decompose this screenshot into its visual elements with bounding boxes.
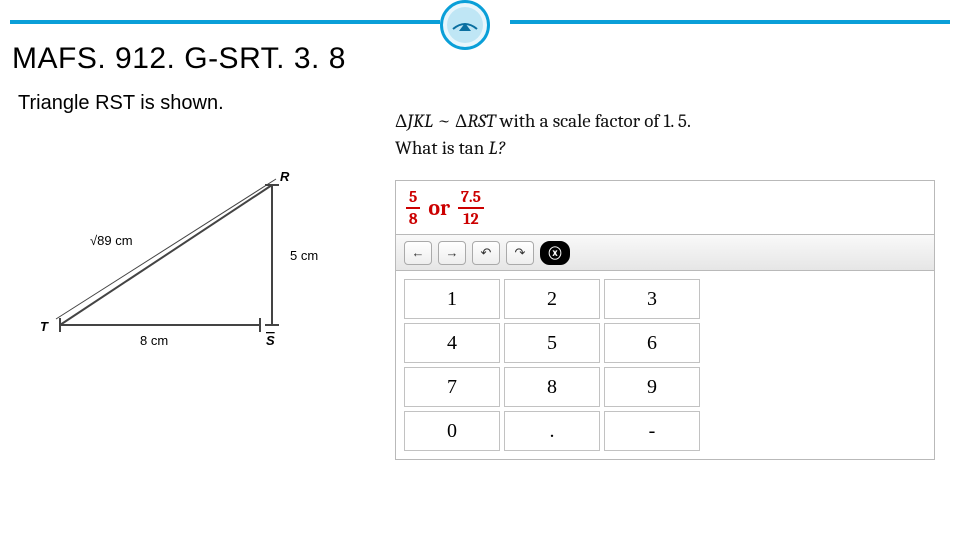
arrow-left-icon[interactable]: ← xyxy=(404,241,432,265)
vertex-R: R xyxy=(280,169,290,184)
fraction-2: 7.5 12 xyxy=(458,189,484,227)
base-label: 8 cm xyxy=(140,333,168,348)
key-dot[interactable]: . xyxy=(504,411,600,451)
equation-editor: 5 8 or 7.5 12 ←→↶↷ⓧ 123 456 789 0.- xyxy=(395,180,935,460)
key-0[interactable]: 0 xyxy=(404,411,500,451)
or-text: or xyxy=(428,195,450,221)
key-8[interactable]: 8 xyxy=(504,367,600,407)
key-5[interactable]: 5 xyxy=(504,323,600,363)
key-7[interactable]: 7 xyxy=(404,367,500,407)
right-label: 5 cm xyxy=(290,248,318,263)
question-text: ΔJKL ~ ΔRST with a scale factor of 1. 5.… xyxy=(395,110,691,159)
key-minus[interactable]: - xyxy=(604,411,700,451)
answer-display[interactable]: 5 8 or 7.5 12 xyxy=(396,181,934,235)
key-2[interactable]: 2 xyxy=(504,279,600,319)
prompt-text: Triangle RST is shown. xyxy=(18,92,224,115)
delete-icon[interactable]: ⓧ xyxy=(540,241,570,265)
arrow-right-icon[interactable]: → xyxy=(438,241,466,265)
district-logo xyxy=(440,0,490,50)
hyp-label: √89 cm xyxy=(90,233,133,248)
key-3[interactable]: 3 xyxy=(604,279,700,319)
undo-icon[interactable]: ↶ xyxy=(472,241,500,265)
fraction-1: 5 8 xyxy=(406,189,420,227)
editor-toolbar: ←→↶↷ⓧ xyxy=(396,235,934,271)
vertex-S: S xyxy=(266,333,275,348)
triangle-diagram: R S T √89 cm 5 cm 8 cm xyxy=(20,155,340,355)
key-6[interactable]: 6 xyxy=(604,323,700,363)
key-9[interactable]: 9 xyxy=(604,367,700,407)
vertex-T: T xyxy=(40,319,49,334)
redo-icon[interactable]: ↷ xyxy=(506,241,534,265)
key-1[interactable]: 1 xyxy=(404,279,500,319)
key-4[interactable]: 4 xyxy=(404,323,500,363)
standard-code: MAFS. 912. G-SRT. 3. 8 xyxy=(12,42,346,76)
numeric-keypad: 123 456 789 0.- xyxy=(396,271,934,459)
